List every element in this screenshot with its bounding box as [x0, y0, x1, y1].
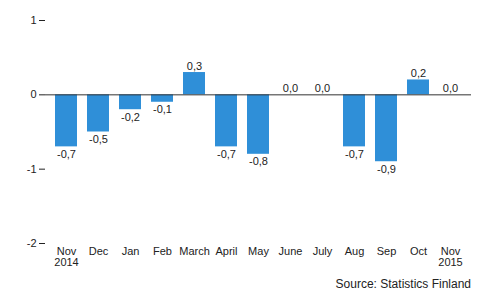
- svg-text:-0,2: -0,2: [121, 111, 140, 123]
- svg-text:-0,8: -0,8: [249, 155, 268, 167]
- svg-text:April: April: [215, 245, 237, 257]
- svg-text:July: July: [313, 245, 333, 257]
- svg-text:0,0: 0,0: [443, 82, 458, 94]
- svg-text:0: 0: [30, 88, 36, 100]
- svg-text:March: March: [179, 245, 210, 257]
- svg-text:Nov2014: Nov2014: [54, 245, 78, 268]
- svg-text:1: 1: [30, 14, 36, 26]
- svg-text:-0,7: -0,7: [57, 148, 76, 160]
- svg-text:-0,5: -0,5: [89, 133, 108, 145]
- html-text:Source: Statistics Finland: Source: Statistics Finland: [335, 277, 471, 291]
- svg-text:0,2: 0,2: [411, 67, 426, 79]
- svg-text:-0,1: -0,1: [153, 103, 172, 115]
- svg-text:June: June: [279, 245, 303, 257]
- svg-text:-0,9: -0,9: [377, 163, 396, 175]
- svg-text:Jan: Jan: [122, 245, 140, 257]
- svg-text:-2: -2: [27, 237, 37, 249]
- svg-text:Nov2015: Nov2015: [438, 245, 462, 268]
- svg-text:Aug: Aug: [345, 245, 365, 257]
- svg-text:May: May: [248, 245, 269, 257]
- svg-text:Dec: Dec: [89, 245, 109, 257]
- svg-text:Feb: Feb: [153, 245, 172, 257]
- svg-text:0,0: 0,0: [283, 82, 298, 94]
- svg-text:-1: -1: [27, 163, 37, 175]
- svg-text:Oct: Oct: [410, 245, 427, 257]
- svg-text:Sep: Sep: [377, 245, 397, 257]
- svg-text:0,0: 0,0: [315, 82, 330, 94]
- svg-text:0,3: 0,3: [187, 60, 202, 72]
- svg-text:-0,7: -0,7: [345, 148, 364, 160]
- svg-text:-0,7: -0,7: [217, 148, 236, 160]
